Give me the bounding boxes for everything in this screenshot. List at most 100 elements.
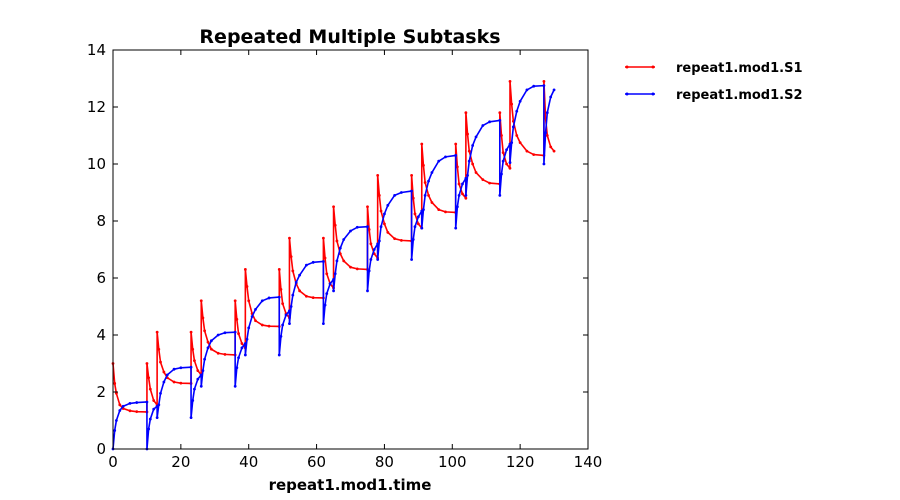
data-point (413, 225, 417, 229)
data-point (505, 162, 508, 166)
data-point (216, 351, 220, 355)
data-point (159, 392, 162, 395)
data-point (498, 111, 502, 115)
data-point (237, 356, 240, 360)
y-tick-label: 10 (87, 155, 106, 173)
data-point (515, 134, 519, 137)
x-tick-label: 20 (171, 453, 190, 471)
data-point (325, 292, 329, 296)
data-point (196, 369, 200, 373)
data-point (457, 193, 461, 197)
data-point (267, 324, 271, 328)
data-point (145, 362, 149, 365)
data-point (383, 212, 386, 216)
data-point (377, 193, 381, 197)
data-point (510, 141, 514, 145)
data-point (420, 142, 424, 146)
data-point (172, 380, 176, 384)
data-point (321, 236, 325, 240)
series-line-1 (112, 80, 555, 413)
data-point (243, 268, 247, 271)
data-point (245, 285, 249, 288)
data-point (277, 353, 281, 357)
data-point (162, 380, 166, 384)
data-point (155, 330, 159, 334)
data-point (455, 205, 459, 209)
data-point (281, 302, 285, 306)
data-point (165, 373, 169, 377)
data-point (247, 326, 251, 330)
y-tick-label: 2 (96, 383, 106, 401)
data-point (235, 366, 239, 370)
data-point (260, 299, 264, 303)
data-point (515, 109, 519, 113)
data-point (437, 208, 441, 212)
data-point (349, 229, 352, 233)
x-tick-label: 80 (375, 453, 394, 471)
data-point (474, 135, 478, 139)
data-point (376, 174, 380, 177)
data-point (121, 404, 125, 408)
data-point (544, 131, 547, 135)
data-point (159, 360, 162, 364)
data-point (179, 381, 183, 385)
data-point (481, 124, 485, 127)
data-point (233, 299, 237, 303)
data-point (191, 347, 195, 351)
data-point (379, 209, 383, 213)
data-point (254, 307, 257, 311)
data-point (545, 134, 549, 137)
tick-layer: 0 20 40 60 80 100 120 140 0 2 4 6 8 10 12 14 (87, 41, 602, 471)
data-point (376, 258, 380, 261)
data-point (464, 193, 468, 197)
data-point (399, 191, 403, 194)
data-point (420, 226, 424, 230)
data-point (206, 346, 210, 350)
data-point (416, 222, 420, 226)
data-point (411, 238, 415, 241)
data-point (172, 367, 176, 371)
data-point (311, 296, 315, 300)
data-point (240, 342, 244, 345)
data-point (454, 142, 458, 146)
data-point (148, 387, 152, 391)
data-point (372, 248, 376, 251)
data-point (155, 416, 159, 420)
data-point (366, 225, 369, 229)
x-tick-label: 40 (239, 453, 258, 471)
data-point (525, 88, 529, 92)
data-point (332, 289, 335, 293)
data-point (355, 225, 359, 229)
data-point (342, 259, 346, 263)
data-point (201, 369, 205, 373)
data-point (152, 399, 156, 402)
data-point (277, 295, 281, 299)
data-point (542, 162, 546, 166)
data-point (304, 294, 308, 298)
legend-marker (651, 65, 655, 69)
data-point (294, 280, 298, 284)
data-point (148, 417, 152, 421)
data-point (209, 339, 213, 343)
x-tick-label: 100 (438, 453, 467, 471)
legend-label: repeat1.mod1.S2 (676, 88, 803, 103)
data-point (162, 370, 166, 374)
data-point (335, 239, 339, 243)
data-point (366, 289, 369, 293)
data-point (467, 159, 471, 163)
data-point (311, 260, 315, 264)
data-point (454, 154, 458, 157)
data-point (201, 316, 205, 320)
y-tick-label: 14 (87, 41, 106, 59)
data-point (206, 340, 210, 344)
legend-marker (651, 92, 655, 96)
data-point (304, 263, 308, 267)
data-point (367, 269, 371, 273)
data-point (291, 269, 295, 273)
data-point (369, 258, 373, 261)
data-point (157, 403, 161, 407)
data-point (461, 192, 464, 196)
data-point (114, 419, 118, 422)
data-point (467, 149, 471, 153)
